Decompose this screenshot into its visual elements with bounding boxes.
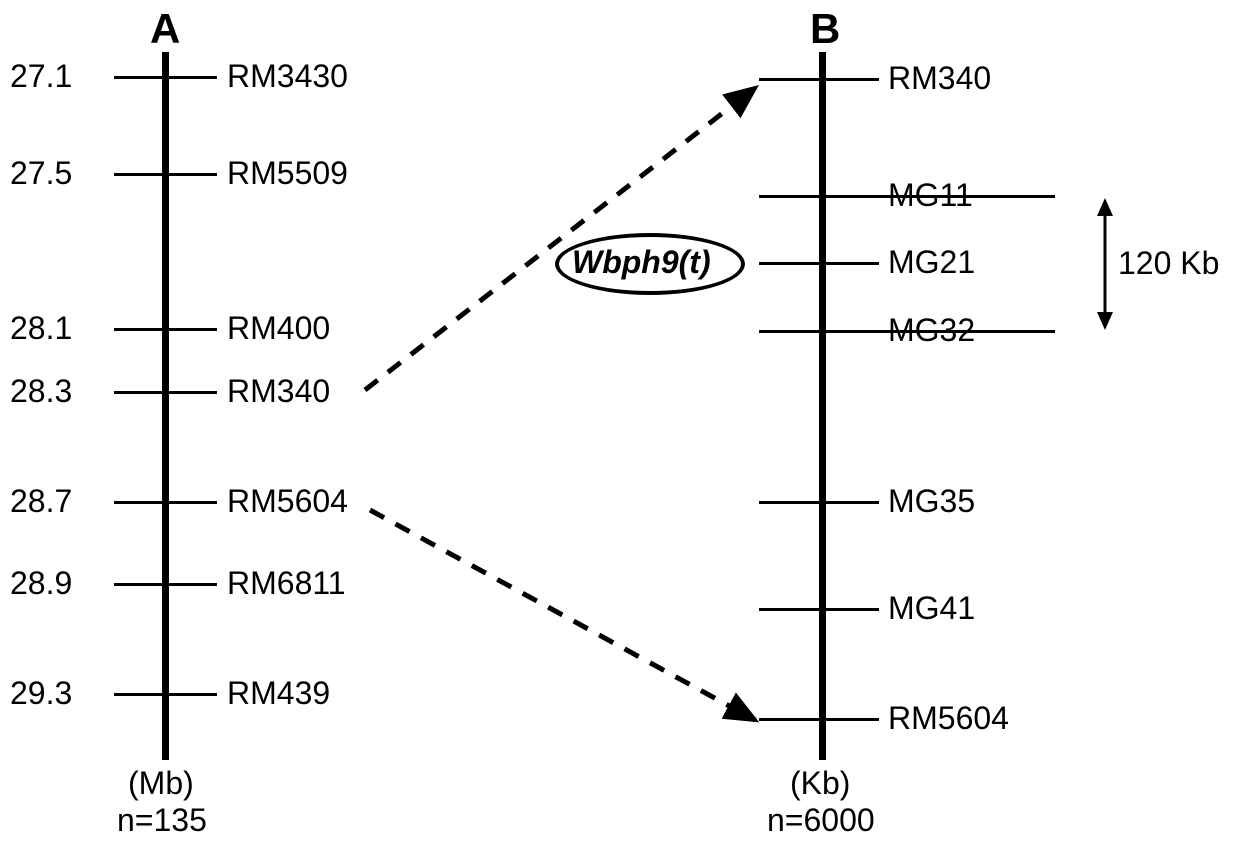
connector-lines	[0, 0, 1240, 850]
genetic-linkage-map: A 27.1 RM3430 27.5 RM5509 28.1 RM400 28.…	[0, 0, 1240, 850]
map-b-unit: (Kb)	[790, 765, 850, 802]
map-b-title: B	[810, 5, 840, 53]
gene-label: Wbph9(t)	[572, 244, 711, 281]
bracket-arrow-down	[1097, 312, 1113, 330]
map-a-unit: (Mb)	[128, 765, 194, 802]
map-a-chromosome-line	[162, 52, 169, 760]
bracket-arrow-up	[1097, 198, 1113, 216]
map-a-title: A	[150, 5, 180, 53]
map-b-n: n=6000	[767, 802, 875, 839]
bracket-label: 120 Kb	[1118, 245, 1219, 282]
dashed-line-bottom	[370, 510, 755, 720]
map-a-n: n=135	[117, 802, 207, 839]
map-b-chromosome-line	[819, 52, 826, 760]
